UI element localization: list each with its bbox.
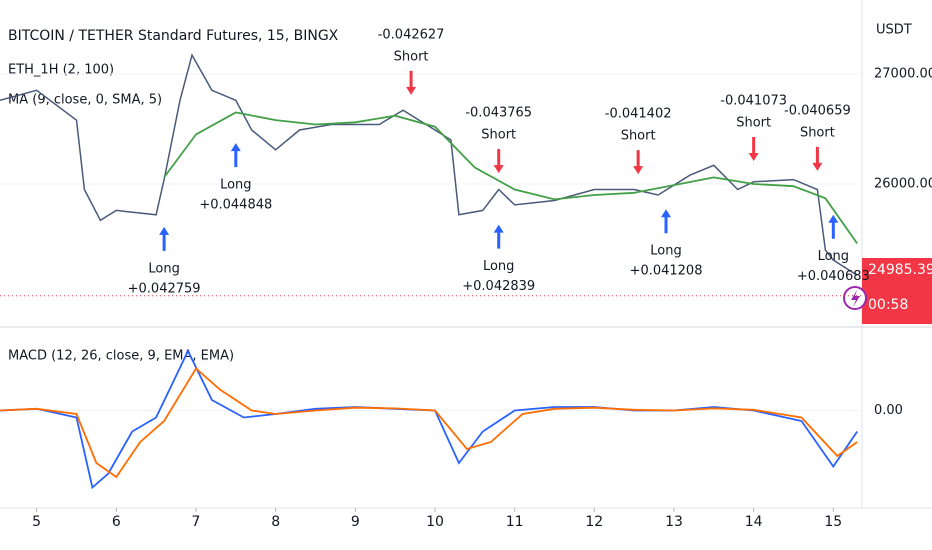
signal-label: Short [800, 125, 835, 140]
signal-arrow [230, 143, 241, 168]
y-tick-label: 0.00 [874, 403, 903, 418]
signal-value: +0.042839 [462, 279, 535, 294]
last-price: 24985.39 [868, 262, 932, 278]
signal-label: Short [736, 115, 771, 130]
signal-arrow [828, 214, 839, 239]
series-line [0, 367, 858, 479]
x-tick-label: 5 [32, 514, 41, 530]
x-tick-label: 14 [745, 514, 763, 530]
signal-label: Short [394, 49, 429, 64]
indicator-label: ETH_1H (2, 100) [8, 63, 114, 78]
x-tick-label: 9 [351, 514, 360, 530]
x-tick-label: 11 [506, 514, 524, 530]
signal-value: +0.040683 [797, 269, 870, 284]
y-axis-label: USDT [876, 23, 912, 38]
price-box [862, 258, 932, 324]
signal-value: +0.042759 [128, 281, 201, 296]
signal-arrow [661, 209, 672, 234]
chart-title: BITCOIN / TETHER Standard Futures, 15, B… [8, 28, 339, 44]
x-tick-label: 8 [271, 514, 280, 530]
lightning [851, 290, 860, 307]
signal-value: -0.042627 [378, 27, 445, 42]
signal-arrow [812, 146, 823, 171]
x-tick-label: 10 [426, 514, 444, 530]
signal-value: -0.041402 [605, 107, 672, 122]
signal-value: -0.040659 [784, 103, 851, 118]
y-tick-label: 26000.00 [874, 176, 932, 191]
signal-label: Long [818, 249, 849, 264]
signal-arrow [633, 150, 644, 175]
signal-arrow [406, 70, 417, 95]
y-tick-label: 27000.00 [874, 66, 932, 81]
signal-label: Long [148, 261, 179, 276]
signal-value: -0.041073 [720, 93, 787, 108]
signal-label: Long [220, 178, 251, 193]
signal-arrow [493, 224, 504, 249]
x-tick-label: 6 [112, 514, 121, 530]
signal-arrow [748, 136, 759, 161]
x-tick-label: 13 [665, 514, 683, 530]
series-line [163, 111, 858, 245]
x-tick-label: 12 [585, 514, 603, 530]
countdown: 00:58 [868, 297, 908, 313]
indicator-label: MA (9, close, 0, SMA, 5) [8, 93, 162, 108]
signal-value: -0.043765 [465, 106, 532, 121]
x-tick-label: 15 [824, 514, 842, 530]
signal-label: Long [483, 259, 514, 274]
signal-label: Short [481, 128, 516, 143]
signal-arrow [159, 226, 170, 251]
signal-label: Short [621, 129, 656, 144]
signal-value: +0.044848 [199, 198, 272, 213]
series-line [0, 53, 858, 277]
x-tick-label: 7 [192, 514, 201, 530]
signal-value: +0.041208 [630, 264, 703, 279]
macd-title: MACD (12, 26, close, 9, EMA, EMA) [8, 349, 234, 364]
signal-arrow [493, 149, 504, 174]
signal-label: Long [650, 244, 681, 259]
